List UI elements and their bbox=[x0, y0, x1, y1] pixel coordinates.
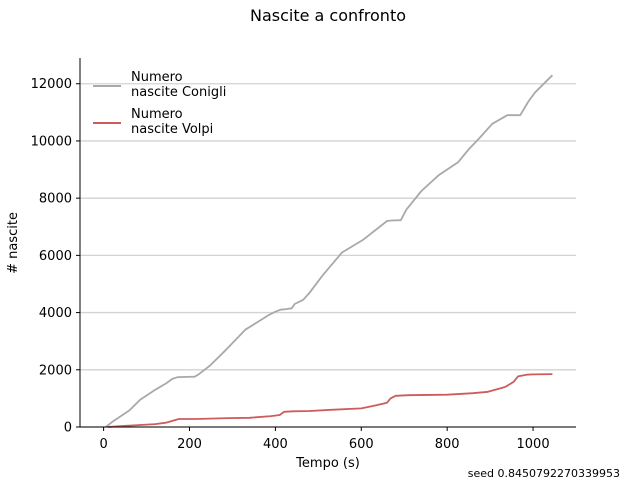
x-tick-label-800: 800 bbox=[435, 437, 460, 452]
legend-label-volpi-line1: Numero bbox=[131, 107, 183, 122]
seed-annotation: seed 0.8450792270339953 bbox=[468, 467, 620, 480]
legend-label-volpi: Numero nascite Volpi bbox=[131, 107, 213, 137]
x-tick-label-200: 200 bbox=[177, 437, 202, 452]
legend-label-conigli-line2: nascite Conigli bbox=[131, 85, 226, 100]
x-axis-label: Tempo (s) bbox=[295, 456, 360, 471]
series-layer bbox=[105, 74, 554, 428]
legend: Numero nascite Conigli Numero nascite Vo… bbox=[93, 70, 226, 137]
y-tick-label-4000: 4000 bbox=[39, 306, 72, 321]
x-ticks: 0 200 400 600 800 1000 bbox=[99, 427, 550, 452]
legend-label-conigli: Numero nascite Conigli bbox=[131, 70, 226, 100]
y-axis-label: # nascite bbox=[6, 212, 21, 274]
y-tick-label-10000: 10000 bbox=[31, 134, 72, 149]
y-tick-label-2000: 2000 bbox=[39, 363, 72, 378]
grid bbox=[80, 83, 576, 428]
chart-title: Nascite a confronto bbox=[250, 6, 406, 25]
y-ticks: 0 2000 4000 6000 8000 10000 12000 bbox=[31, 77, 80, 436]
y-tick-label-0: 0 bbox=[64, 421, 72, 436]
x-tick-label-600: 600 bbox=[349, 437, 374, 452]
x-tick-label-0: 0 bbox=[99, 437, 107, 452]
legend-label-conigli-line1: Numero bbox=[131, 70, 183, 85]
series-line-conigli bbox=[105, 74, 554, 428]
y-tick-label-6000: 6000 bbox=[39, 249, 72, 264]
y-tick-label-8000: 8000 bbox=[39, 192, 72, 207]
x-tick-label-1000: 1000 bbox=[517, 437, 550, 452]
x-tick-label-400: 400 bbox=[263, 437, 288, 452]
series-line-volpi bbox=[107, 373, 553, 428]
y-tick-label-12000: 12000 bbox=[31, 77, 72, 92]
legend-label-volpi-line2: nascite Volpi bbox=[131, 122, 213, 137]
